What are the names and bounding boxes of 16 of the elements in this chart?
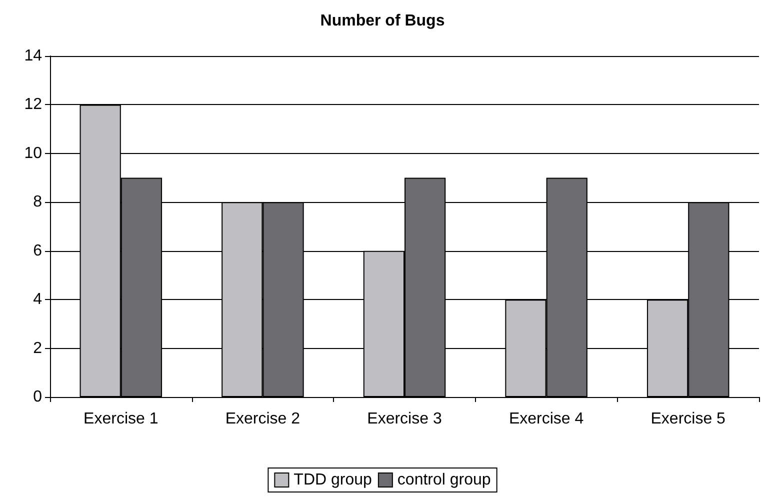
y-tick-label: 2: [33, 340, 42, 357]
legend-label: control group: [397, 472, 491, 488]
x-tick-label: Exercise 1: [84, 410, 158, 428]
x-tick-label: Exercise 3: [367, 410, 442, 428]
legend-label: TDD group: [294, 472, 372, 488]
y-tick-label: 14: [24, 48, 42, 64]
y-tick-label: 10: [24, 144, 42, 162]
chart-title: Number of Bugs: [320, 12, 445, 30]
x-tick-label: Exercise 5: [650, 410, 726, 428]
y-tick-label: 8: [33, 194, 42, 211]
x-tick-label: Exercise 2: [225, 410, 300, 428]
y-tick-label: 4: [33, 291, 42, 308]
y-tick-label: 0: [33, 388, 42, 406]
x-tick-label: Exercise 4: [508, 410, 584, 428]
y-tick-label: 6: [33, 242, 42, 260]
y-tick-label: 12: [24, 96, 42, 114]
